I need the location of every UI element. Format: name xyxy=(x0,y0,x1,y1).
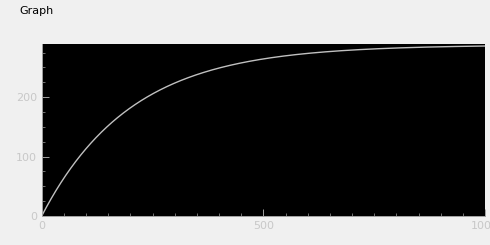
Text: Graph: Graph xyxy=(20,6,54,16)
